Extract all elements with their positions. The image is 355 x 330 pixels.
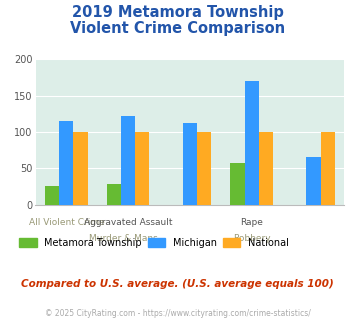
- Bar: [197, 132, 211, 205]
- Bar: [59, 121, 73, 205]
- Bar: [135, 132, 149, 205]
- Bar: [183, 123, 197, 205]
- Bar: [107, 183, 121, 205]
- Bar: [321, 132, 335, 205]
- Bar: [121, 116, 135, 205]
- Bar: [45, 186, 59, 205]
- Text: © 2025 CityRating.com - https://www.cityrating.com/crime-statistics/: © 2025 CityRating.com - https://www.city…: [45, 309, 310, 317]
- Text: Compared to U.S. average. (U.S. average equals 100): Compared to U.S. average. (U.S. average …: [21, 279, 334, 289]
- Text: Aggravated Assault: Aggravated Assault: [84, 218, 173, 227]
- Bar: [73, 132, 88, 205]
- Legend: Metamora Township, Michigan, National: Metamora Township, Michigan, National: [19, 238, 289, 248]
- Text: Violent Crime Comparison: Violent Crime Comparison: [70, 21, 285, 36]
- Bar: [306, 157, 321, 205]
- Text: 2019 Metamora Township: 2019 Metamora Township: [72, 5, 283, 20]
- Bar: [245, 81, 259, 205]
- Text: Robbery: Robbery: [233, 234, 271, 243]
- Bar: [259, 132, 273, 205]
- Text: Murder & Mans...: Murder & Mans...: [89, 234, 167, 243]
- Text: Rape: Rape: [240, 218, 263, 227]
- Text: All Violent Crime: All Violent Crime: [28, 218, 104, 227]
- Bar: [230, 163, 245, 205]
